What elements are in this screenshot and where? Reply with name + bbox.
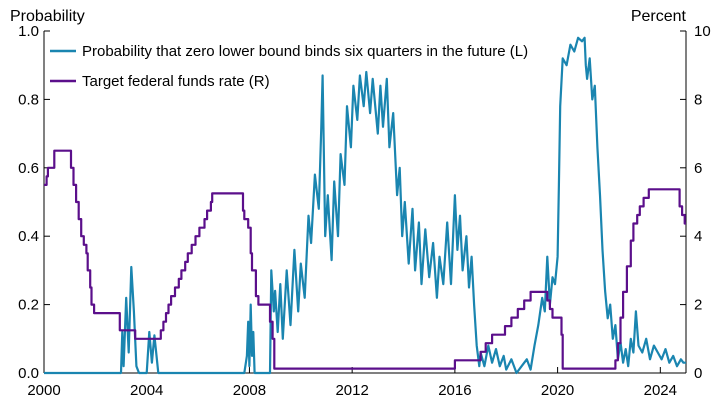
series-line-fed-funds-rate	[44, 149, 686, 370]
right-tick-label: 2	[694, 297, 702, 314]
x-tick-label: 2024	[644, 382, 677, 399]
right-tick-label: 4	[694, 228, 702, 245]
left-tick-label: 0.4	[18, 228, 39, 245]
legend-label: Probability that zero lower bound binds …	[82, 43, 528, 60]
x-tick-label: 2000	[27, 382, 60, 399]
right-tick-label: 6	[694, 160, 702, 177]
left-tick-label: 1.0	[18, 23, 39, 40]
legend-label: Target federal funds rate (R)	[82, 73, 270, 90]
left-tick-label: 0.0	[18, 365, 39, 382]
x-tick-label: 2008	[233, 382, 266, 399]
x-tick-label: 2004	[130, 382, 163, 399]
left-axis-title: Probability	[10, 8, 85, 25]
left-tick-label: 0.8	[18, 91, 39, 108]
x-tick-label: 2012	[335, 382, 368, 399]
axes: 0.0 0.2 0.4 0.6 0.8 1.0 0 2 4 6 8 10 2000 2004 2008 201…	[18, 23, 711, 399]
left-tick-label: 0.2	[18, 297, 39, 314]
series-lines	[44, 36, 686, 375]
left-tick-label: 0.6	[18, 160, 39, 177]
right-tick-label: 8	[694, 91, 702, 108]
right-axis-title: Percent	[631, 8, 687, 25]
right-tick-label: 0	[694, 365, 702, 382]
x-tick-label: 2020	[541, 382, 574, 399]
series-line-zlb-probability	[44, 36, 686, 375]
x-tick-label: 2016	[438, 382, 471, 399]
legend: Probability that zero lower bound binds …	[50, 43, 528, 90]
right-tick-label: 10	[694, 23, 711, 40]
